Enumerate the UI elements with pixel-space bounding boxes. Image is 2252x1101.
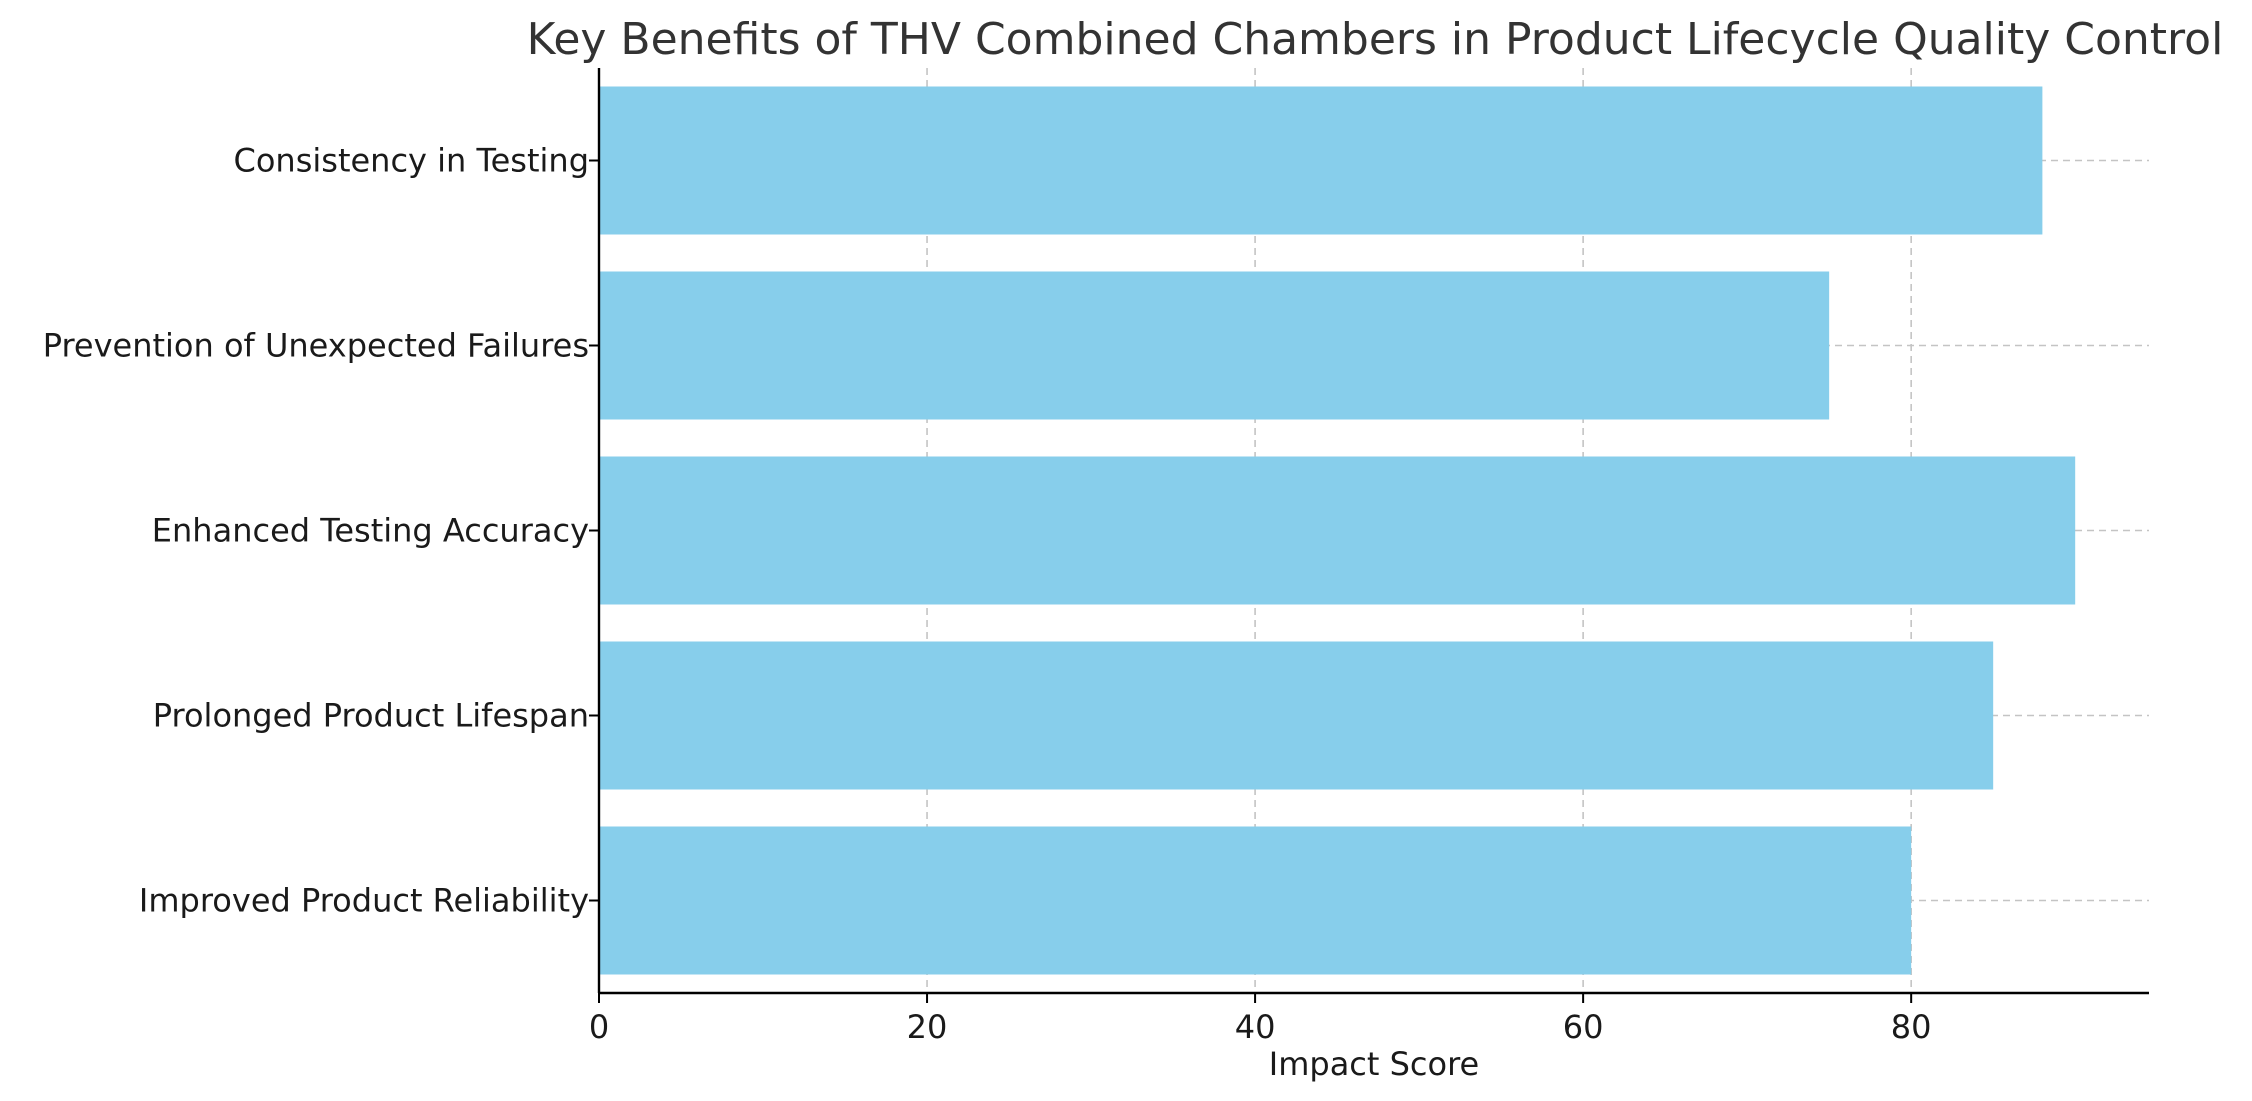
y-tick-label-3: Prevention of Unexpected Failures <box>43 327 589 365</box>
x-tick-label-0: 0 <box>589 1008 609 1046</box>
y-tick-label-0: Improved Product Reliability <box>139 882 589 920</box>
x-tick-label-1: 20 <box>907 1008 948 1046</box>
ticks: 0 20 40 60 80 Improved Product Reliability Pro… <box>43 142 1932 1047</box>
chart-title: Key Benefits of THV Combined Chambers in… <box>527 14 2224 65</box>
bar-3 <box>599 271 1830 420</box>
x-tick-label-4: 80 <box>1891 1008 1932 1046</box>
y-tick-label-2: Enhanced Testing Accuracy <box>152 512 589 550</box>
x-axis-label: Impact Score <box>1269 1045 1479 1083</box>
x-tick-label-2: 40 <box>1235 1008 1276 1046</box>
bar-4 <box>599 86 2043 235</box>
bar-2 <box>599 456 2076 605</box>
bar-0 <box>599 826 1912 975</box>
bars <box>599 86 2076 975</box>
x-tick-label-3: 60 <box>1563 1008 1604 1046</box>
y-tick-label-4: Consistency in Testing <box>234 142 590 180</box>
bar-1 <box>599 641 1994 790</box>
y-tick-label-1: Prolonged Product Lifespan <box>153 697 589 735</box>
